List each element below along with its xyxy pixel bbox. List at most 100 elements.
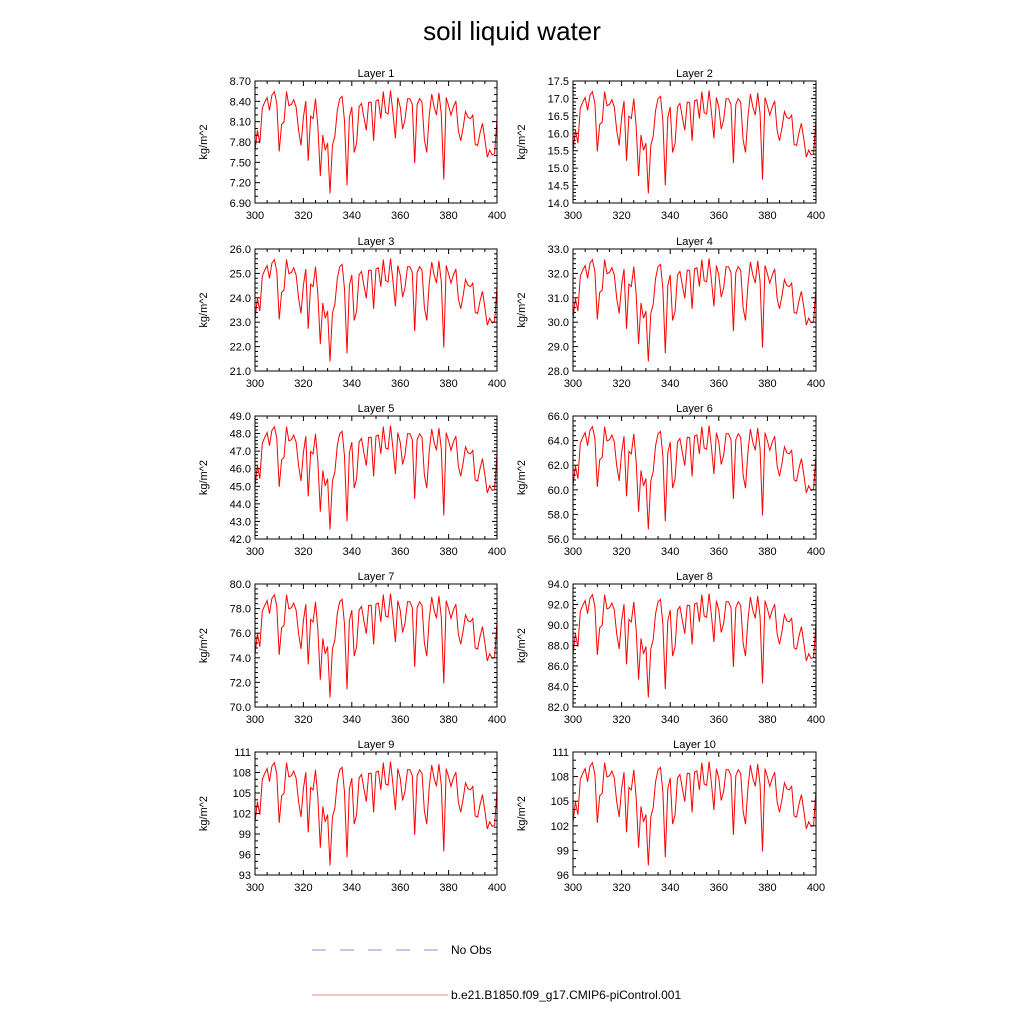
panel-2-ytick-label: 14.5 bbox=[548, 181, 569, 193]
panel-6-ytick-label: 66.0 bbox=[548, 411, 569, 423]
panel-7-xtick-label: 320 bbox=[294, 714, 312, 726]
panel-6-xtick-label: 320 bbox=[612, 546, 630, 558]
panel-3-xtick-label: 340 bbox=[343, 378, 361, 390]
panel-10-xtick-label: 400 bbox=[807, 882, 825, 894]
panel-7-ytick-label: 80.0 bbox=[230, 579, 251, 591]
panel-8-ylabel: kg/m^2 bbox=[516, 628, 528, 663]
panel-6-title: Layer 6 bbox=[676, 403, 713, 415]
panel-9-ytick-label: 93 bbox=[239, 870, 251, 882]
panel-10-xtick-label: 340 bbox=[661, 882, 679, 894]
panel-3: Layer 3 300 320 340 360 380 400 21.0 22.0 23.0 24.… bbox=[198, 236, 506, 390]
panel-3-ytick-label: 23.0 bbox=[230, 317, 251, 329]
panel-5-frame bbox=[254, 415, 498, 540]
panel-3-series-line bbox=[254, 258, 498, 362]
panel-9-xtick-label: 380 bbox=[439, 882, 457, 894]
panel-3-ytick-label: 26.0 bbox=[230, 244, 251, 256]
panel-6-xtick-label: 400 bbox=[807, 546, 825, 558]
panel-10-xtick-label: 320 bbox=[612, 882, 630, 894]
panel-7-xtick-label: 340 bbox=[343, 714, 361, 726]
panel-9-ytick-label: 105 bbox=[233, 788, 251, 800]
panel-8-xtick-label: 320 bbox=[612, 714, 630, 726]
panel-10-ytick-label: 105 bbox=[551, 796, 569, 808]
panel-2-xtick-label: 300 bbox=[564, 210, 582, 222]
panel-6-xtick-label: 300 bbox=[564, 546, 582, 558]
panel-1-xtick-label: 320 bbox=[294, 210, 312, 222]
panel-6: Layer 6 300 320 340 360 380 400 56.0 58.0 60.0 62.… bbox=[516, 403, 825, 558]
panel-1-ytick-label: 8.70 bbox=[230, 76, 251, 88]
panel-7-xtick-label: 380 bbox=[439, 714, 457, 726]
panel-2-title: Layer 2 bbox=[676, 68, 713, 80]
panel-3-ylabel: kg/m^2 bbox=[198, 292, 210, 327]
panel-2-xtick-label: 320 bbox=[612, 210, 630, 222]
panel-5-xtick-label: 360 bbox=[391, 546, 409, 558]
panel-8-title: Layer 8 bbox=[676, 571, 713, 583]
panel-9-ytick-label: 96 bbox=[239, 850, 251, 862]
panel-5-ytick-label: 42.0 bbox=[230, 534, 251, 546]
panel-3-xtick-label: 320 bbox=[294, 378, 312, 390]
panel-9-xtick-label: 340 bbox=[343, 882, 361, 894]
panel-4-xtick-label: 400 bbox=[807, 378, 825, 390]
panel-9-xtick-label: 320 bbox=[294, 882, 312, 894]
panel-10-ytick-label: 99 bbox=[557, 845, 569, 857]
panel-10-xtick-label: 380 bbox=[758, 882, 776, 894]
panel-1-ytick-label: 7.80 bbox=[230, 137, 251, 149]
panel-5-xtick-label: 300 bbox=[246, 546, 264, 558]
panel-8-xtick-label: 400 bbox=[807, 714, 825, 726]
panel-4-xtick-label: 360 bbox=[710, 378, 728, 390]
panel-4-ytick-label: 33.0 bbox=[548, 244, 569, 256]
panel-8-xtick-label: 340 bbox=[661, 714, 679, 726]
panel-8-ytick-label: 86.0 bbox=[548, 661, 569, 673]
panel-7-xtick-label: 400 bbox=[488, 714, 506, 726]
panel-1-frame bbox=[254, 80, 498, 204]
panel-1-xtick-label: 300 bbox=[246, 210, 264, 222]
panel-9-xtick-label: 360 bbox=[391, 882, 409, 894]
panel-6-ytick-label: 58.0 bbox=[548, 509, 569, 521]
panel-3-ytick-label: 22.0 bbox=[230, 342, 251, 354]
panel-5-xtick-label: 380 bbox=[439, 546, 457, 558]
panel-1-xtick-label: 360 bbox=[391, 210, 409, 222]
panel-4-xtick-label: 320 bbox=[612, 378, 630, 390]
panel-4-ytick-label: 31.0 bbox=[548, 293, 569, 305]
panel-10-frame bbox=[572, 751, 817, 876]
panel-5-xtick-label: 340 bbox=[343, 546, 361, 558]
panel-9-ytick-label: 99 bbox=[239, 829, 251, 841]
panel-2-ytick-label: 16.0 bbox=[548, 128, 569, 140]
panel-2-ytick-label: 15.0 bbox=[548, 163, 569, 175]
panel-2: Layer 2 300 320 340 360 380 400 14.0 14.5 15.0 15.… bbox=[516, 68, 825, 222]
panel-5-ytick-label: 44.0 bbox=[230, 499, 251, 511]
panel-3-ytick-label: 21.0 bbox=[230, 366, 251, 378]
panel-9-title: Layer 9 bbox=[358, 739, 395, 751]
panel-7-series-line bbox=[254, 593, 498, 698]
panel-8-ytick-label: 90.0 bbox=[548, 620, 569, 632]
panel-9-series-line bbox=[254, 761, 498, 866]
panel-6-ylabel: kg/m^2 bbox=[516, 460, 528, 495]
panel-1-ytick-label: 8.40 bbox=[230, 96, 251, 108]
panel-4-xtick-label: 300 bbox=[564, 378, 582, 390]
panel-9-ytick-label: 111 bbox=[234, 747, 251, 759]
panel-4-frame bbox=[572, 248, 817, 372]
panel-6-xtick-label: 360 bbox=[710, 546, 728, 558]
panel-4-ytick-label: 32.0 bbox=[548, 268, 569, 280]
panel-7-ylabel: kg/m^2 bbox=[198, 628, 210, 663]
panel-8-frame bbox=[572, 583, 817, 708]
panel-10-xtick-label: 300 bbox=[564, 882, 582, 894]
figure-title: soil liquid water bbox=[423, 16, 601, 46]
panel-9-ytick-label: 108 bbox=[233, 768, 251, 780]
panel-7-title: Layer 7 bbox=[358, 571, 395, 583]
panel-1-xtick-label: 380 bbox=[439, 210, 457, 222]
panel-7-ytick-label: 78.0 bbox=[230, 604, 251, 616]
panel-5: Layer 5 300 320 340 360 380 400 42.0 43.0 44.0 45.… bbox=[198, 403, 506, 558]
panel-2-ytick-label: 17.5 bbox=[548, 76, 569, 88]
panel-2-ytick-label: 17.0 bbox=[548, 93, 569, 105]
panel-7-ytick-label: 72.0 bbox=[230, 677, 251, 689]
panel-1-xtick-label: 400 bbox=[488, 210, 506, 222]
legend-model-label: b.e21.B1850.f09_g17.CMIP6-piControl.001 bbox=[451, 988, 681, 1002]
panel-2-xtick-label: 380 bbox=[758, 210, 776, 222]
panel-5-ytick-label: 46.0 bbox=[230, 464, 251, 476]
panel-5-xtick-label: 320 bbox=[294, 546, 312, 558]
panel-10-ylabel: kg/m^2 bbox=[516, 796, 528, 831]
panel-7-frame bbox=[254, 583, 498, 708]
panel-3-xtick-label: 400 bbox=[488, 378, 506, 390]
panel-9: Layer 9 300 320 340 360 380 400 93 96 99 102 105 108… bbox=[198, 739, 506, 894]
panel-6-frame bbox=[572, 415, 817, 540]
